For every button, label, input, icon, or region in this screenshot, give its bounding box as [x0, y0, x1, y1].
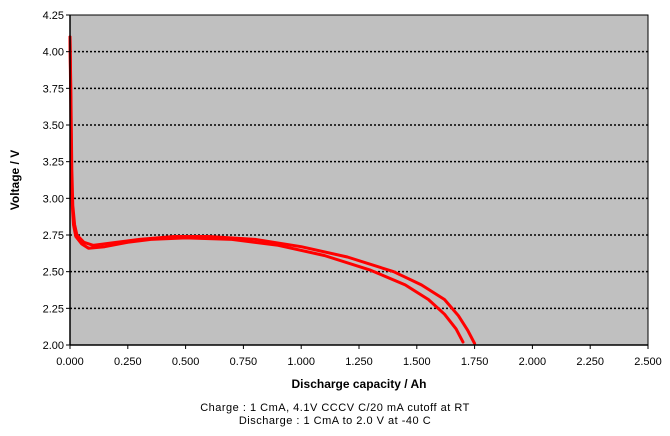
- x-tick-label: 0.250: [114, 356, 142, 368]
- discharge-curve-2: [68, 35, 477, 345]
- y-tick-label: 4.25: [43, 10, 64, 22]
- y-tick-label: 2.50: [43, 267, 64, 279]
- discharge-condition-note: Discharge : 1 CmA to 2.0 V at -40 C: [238, 415, 432, 427]
- x-axis-title: Discharge capacity / Ah: [292, 377, 427, 391]
- plot-area: [70, 15, 648, 345]
- y-tick-label: 4.00: [43, 47, 64, 59]
- y-tick-label: 3.25: [43, 157, 64, 169]
- gridlines: [70, 50, 648, 310]
- y-tick-label: 2.00: [43, 340, 64, 352]
- data-series: [68, 35, 477, 345]
- x-tick-label: 0.750: [230, 356, 258, 368]
- y-tick-label: 3.50: [43, 120, 64, 132]
- x-tick-label: 2.500: [634, 356, 662, 368]
- x-tick-label: 1.500: [403, 356, 431, 368]
- x-tick-label: 1.750: [461, 356, 489, 368]
- charge-condition-note: Charge : 1 CmA, 4.1V CCCV C/20 mA cutoff…: [200, 402, 470, 414]
- y-tick-label: 3.75: [43, 83, 64, 95]
- tick-labels: 2.00 2.25 2.50 2.75 3.00 3.25 3.50 3.75 4.00 4.25…: [43, 10, 662, 368]
- x-tick-label: 2.000: [519, 356, 547, 368]
- y-tick-label: 3.00: [43, 193, 64, 205]
- x-tick-label: 0.500: [172, 356, 200, 368]
- x-tick-label: 1.250: [345, 356, 373, 368]
- x-tick-label: 2.250: [576, 356, 604, 368]
- y-tick-label: 2.25: [43, 303, 64, 315]
- y-axis-title: Voltage / V: [8, 150, 22, 210]
- y-tick-label: 2.75: [43, 230, 64, 242]
- axes: [66, 14, 649, 349]
- x-tick-label: 1.000: [287, 356, 315, 368]
- x-tick-label: 0.000: [56, 356, 84, 368]
